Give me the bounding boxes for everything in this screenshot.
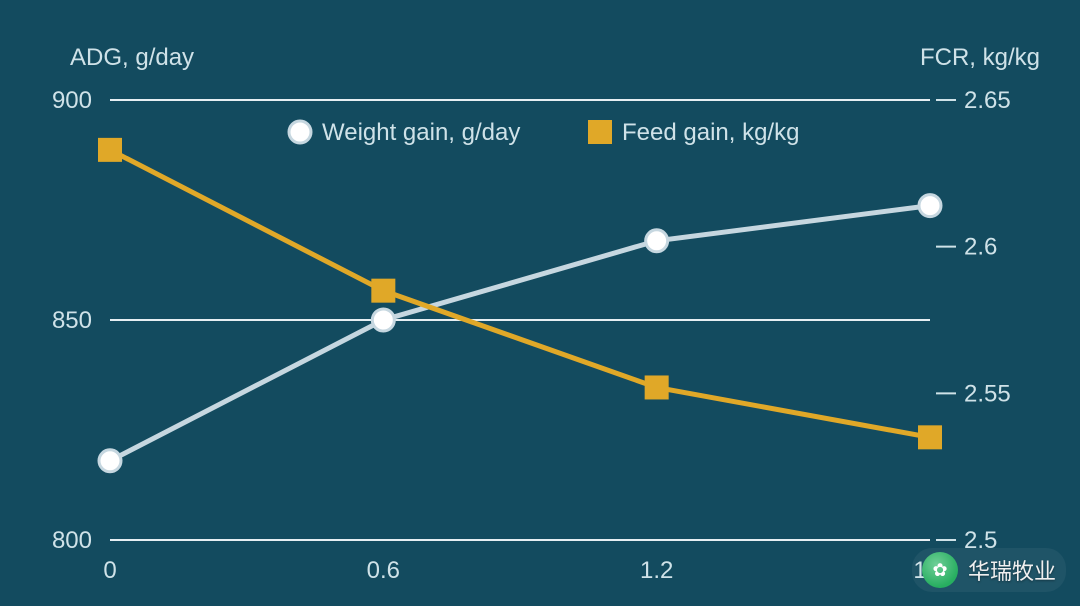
series-marker-circle-icon	[372, 309, 394, 331]
y-left-tick-label: 900	[52, 87, 92, 114]
y-left-tick-label: 850	[52, 307, 92, 334]
series-marker-square-icon	[646, 376, 668, 398]
x-tick-label: 0	[103, 557, 116, 584]
watermark: ✿ 华瑞牧业	[912, 548, 1066, 592]
x-tick-label: 0.6	[367, 557, 400, 584]
series-marker-circle-icon	[646, 230, 668, 252]
y-right-tick-label: 2.6	[964, 234, 997, 261]
y-right-tick-label: 2.55	[964, 380, 1011, 407]
y-right-tick-label: 2.65	[964, 87, 1011, 114]
legend-label: Feed gain, kg/kg	[622, 119, 799, 146]
y-left-title: ADG, g/day	[70, 44, 194, 71]
chart-background	[0, 0, 1080, 606]
series-marker-square-icon	[99, 139, 121, 161]
legend-label: Weight gain, g/day	[322, 119, 520, 146]
chart-container: 8008509002.52.552.62.6500.61.21.8ADG, g/…	[0, 0, 1080, 606]
y-left-tick-label: 800	[52, 527, 92, 554]
wechat-brand-icon: ✿	[922, 552, 958, 588]
watermark-icon-glyph: ✿	[932, 560, 947, 581]
watermark-text: 华瑞牧业	[968, 554, 1056, 586]
legend-marker-square-icon	[589, 121, 611, 143]
series-marker-circle-icon	[99, 450, 121, 472]
series-marker-circle-icon	[919, 195, 941, 217]
series-marker-square-icon	[919, 426, 941, 448]
legend-marker-circle-icon	[289, 121, 311, 143]
x-tick-label: 1.2	[640, 557, 673, 584]
series-marker-square-icon	[372, 280, 394, 302]
y-right-title: FCR, kg/kg	[920, 44, 1040, 71]
chart-svg: 8008509002.52.552.62.6500.61.21.8ADG, g/…	[0, 0, 1080, 606]
